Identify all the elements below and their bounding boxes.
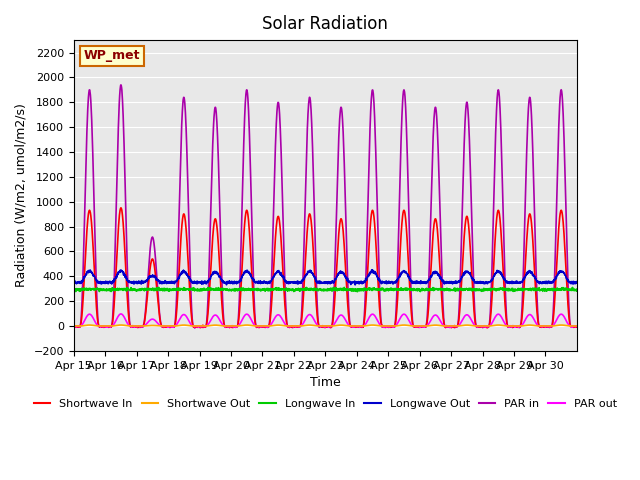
- X-axis label: Time: Time: [310, 376, 340, 389]
- Text: WP_met: WP_met: [84, 49, 140, 62]
- Title: Solar Radiation: Solar Radiation: [262, 15, 388, 33]
- Legend: Shortwave In, Shortwave Out, Longwave In, Longwave Out, PAR in, PAR out: Shortwave In, Shortwave Out, Longwave In…: [29, 395, 621, 414]
- Y-axis label: Radiation (W/m2, umol/m2/s): Radiation (W/m2, umol/m2/s): [15, 104, 28, 288]
